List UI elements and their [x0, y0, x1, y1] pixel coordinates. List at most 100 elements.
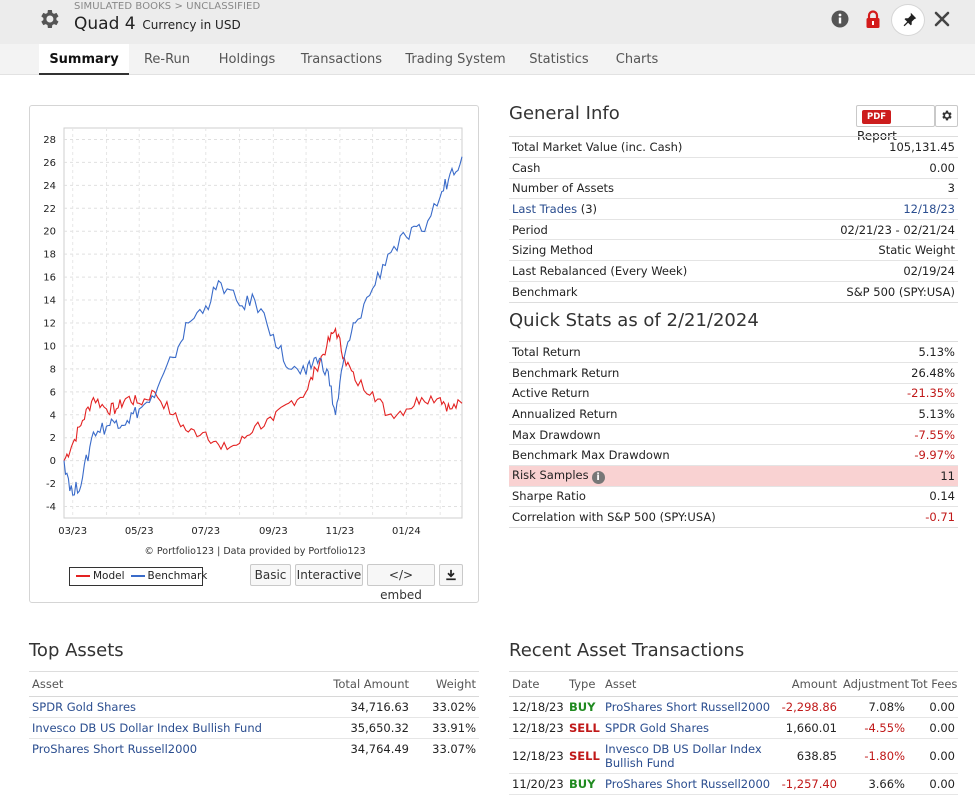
info-row: Total Market Value (inc. Cash) 105,131.45	[509, 137, 958, 158]
info-row: Number of Assets 3	[509, 177, 958, 199]
asset-weight: 33.91%	[412, 717, 479, 739]
stat-label: Max Drawdown	[509, 423, 809, 445]
col-amount[interactable]: Amount	[776, 672, 840, 697]
stat-value: 11	[809, 465, 958, 487]
y-tick-label: 2	[50, 433, 56, 444]
txn-asset-link[interactable]: ProShares Short Russell2000	[605, 699, 771, 714]
tab-transactions[interactable]: Transactions	[300, 52, 383, 67]
y-tick-label: 8	[50, 364, 56, 375]
info-label: Last Rebalanced (Every Week)	[509, 260, 769, 282]
legend-swatch-model	[76, 575, 90, 577]
tab-charts[interactable]: Charts	[615, 52, 659, 67]
stat-label-cell: Risk Samples i	[509, 465, 809, 487]
tab-trading-system[interactable]: Trading System	[405, 52, 506, 67]
close-icon[interactable]	[932, 9, 952, 29]
stat-value: 26.48%	[809, 362, 958, 384]
info-value: 105,131.45	[889, 140, 955, 155]
download-icon	[446, 569, 456, 581]
table-row: 12/18/23 SELL SPDR Gold Shares 1,660.01 …	[509, 717, 958, 739]
info-row: Last Trades (3) 12/18/23	[509, 198, 958, 220]
y-tick-label: 10	[43, 341, 56, 352]
col-date[interactable]: Date	[509, 672, 566, 697]
txn-adjustment: 3.66%	[840, 773, 908, 795]
chart-basic-button[interactable]: Basic	[250, 564, 291, 586]
report-settings-button[interactable]	[935, 105, 958, 127]
x-tick-label: 03/23	[58, 526, 87, 537]
breadcrumb[interactable]: SIMULATED BOOKS > UNCLASSIFIED	[74, 1, 261, 12]
txn-type: BUY	[566, 773, 602, 795]
col-adjustment[interactable]: Adjustment	[840, 672, 909, 697]
stat-row: Sharpe Ratio 0.14	[509, 485, 958, 507]
asset-amount: 34,716.63	[309, 696, 412, 718]
tab-summary[interactable]: Summary	[39, 44, 129, 75]
chart-download-button[interactable]	[439, 564, 463, 586]
y-tick-label: 0	[50, 456, 56, 467]
asset-weight: 33.02%	[412, 696, 479, 718]
col-weight[interactable]: Weight	[412, 672, 479, 697]
table-row: 12/18/23 SELL Invesco DB US Dollar Index…	[509, 738, 958, 774]
asset-amount: 35,650.32	[309, 717, 412, 739]
pin-button[interactable]	[891, 4, 925, 36]
col-type[interactable]: Type	[566, 672, 602, 697]
txn-asset-link[interactable]: Invesco DB US Dollar Index Bullish Fund	[605, 741, 762, 770]
info-row: Sizing Method Static Weight	[509, 239, 958, 261]
stat-row: Correlation with S&P 500 (SPY:USA) -0.71	[509, 506, 958, 528]
txn-adjustment: -4.55%	[840, 717, 908, 739]
txn-asset-link[interactable]: ProShares Short Russell2000	[605, 776, 771, 791]
txn-asset-link[interactable]: SPDR Gold Shares	[605, 720, 710, 735]
asset-link[interactable]: Invesco DB US Dollar Index Bullish Fund	[32, 720, 262, 735]
stat-label: Benchmark Return	[509, 362, 809, 384]
chart-embed-button[interactable]: </> embed	[367, 564, 435, 602]
tab-re-run[interactable]: Re-Run	[143, 52, 191, 67]
gear-icon[interactable]	[37, 7, 61, 31]
asset-link[interactable]: ProShares Short Russell2000	[32, 741, 198, 756]
stat-value: 5.13%	[809, 403, 958, 425]
general-info-rule	[509, 136, 958, 137]
stat-row: Benchmark Return 26.48%	[509, 362, 958, 384]
info-icon[interactable]	[830, 9, 850, 29]
table-row: 11/20/23 BUY ProShares Short Russell2000…	[509, 773, 958, 795]
asset-weight: 33.07%	[432, 741, 476, 756]
y-tick-label: 12	[43, 319, 56, 330]
txn-fees: 0.00	[908, 738, 958, 774]
tab-statistics[interactable]: Statistics	[529, 52, 589, 67]
txn-type: SELL	[566, 717, 602, 739]
page-title: Quad 4 Currency in USD	[74, 14, 241, 34]
quick-stats-rule	[509, 341, 958, 342]
info-icon[interactable]: i	[591, 470, 605, 484]
txn-date: 12/18/23	[509, 738, 566, 774]
y-tick-label: 6	[50, 387, 56, 398]
last-trades-date-link[interactable]: 12/18/23	[903, 202, 955, 217]
stat-label: Correlation with S&P 500 (SPY:USA)	[509, 506, 809, 528]
lock-icon[interactable]	[863, 9, 883, 29]
col-asset[interactable]: Asset	[29, 672, 309, 697]
tab-holdings[interactable]: Holdings	[218, 52, 276, 67]
info-row: Last Rebalanced (Every Week) 02/19/24	[509, 260, 958, 282]
report-button[interactable]: PDFReport	[856, 105, 935, 143]
info-value: S&P 500 (SPY:USA)	[769, 280, 958, 302]
x-tick-label: 01/24	[392, 526, 421, 537]
legend-label-benchmark: Benchmark	[147, 570, 208, 582]
info-label: Period	[509, 218, 769, 240]
y-tick-label: 16	[43, 273, 56, 284]
txn-amount: 1,660.01	[776, 717, 840, 739]
y-tick-label: 26	[43, 158, 56, 169]
last-trades-link[interactable]: Last Trades	[512, 202, 578, 217]
y-tick-label: 24	[43, 181, 56, 192]
asset-link[interactable]: SPDR Gold Shares	[32, 699, 137, 714]
general-info-bottom-rule	[509, 302, 958, 303]
txn-amount: -1,257.40	[776, 773, 840, 795]
quick-stats-bottom-rule	[509, 527, 958, 528]
stat-label: Annualized Return	[509, 403, 809, 425]
col-total-amount[interactable]: Total Amount	[309, 672, 412, 697]
table-header-row: Asset Total Amount Weight	[29, 672, 479, 697]
chart-copyright: © Portfolio123 | Data provided by Portfo…	[144, 546, 366, 557]
chart-interactive-button[interactable]: Interactive	[295, 564, 363, 586]
col-tot-fees[interactable]: Tot Fees	[908, 672, 958, 697]
info-row: Cash 0.00	[509, 157, 958, 179]
y-tick-label: 14	[43, 296, 56, 307]
col-asset[interactable]: Asset	[602, 672, 776, 697]
y-tick-label: 20	[43, 227, 56, 238]
y-tick-label: -4	[46, 502, 56, 513]
